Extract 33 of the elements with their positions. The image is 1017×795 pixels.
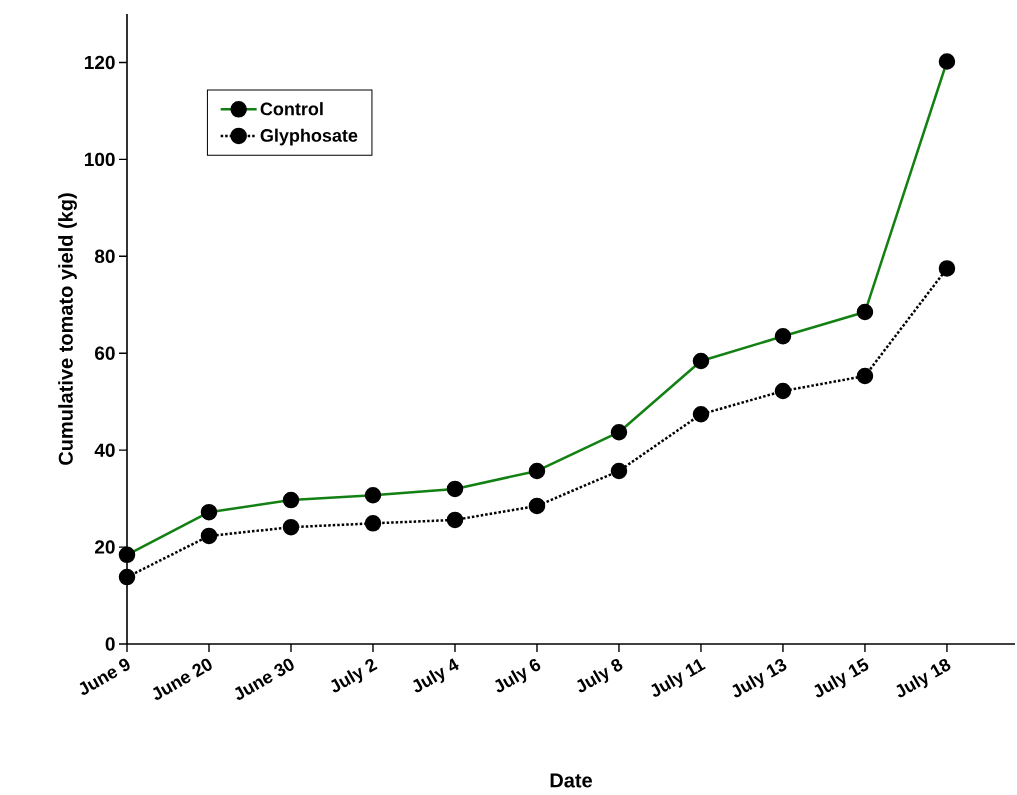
point bbox=[528, 497, 546, 515]
y-tick-label: 100 bbox=[84, 152, 115, 167]
point bbox=[118, 568, 136, 586]
point bbox=[364, 515, 382, 532]
point bbox=[282, 518, 300, 536]
x-tick-label: July 2 bbox=[331, 658, 378, 693]
point bbox=[774, 382, 792, 400]
point bbox=[692, 406, 710, 423]
y-tick-label: 60 bbox=[95, 346, 115, 360]
x-tick-label: July 13 bbox=[732, 659, 787, 698]
y-tick-label: 40 bbox=[94, 443, 115, 457]
x-tick-label: July 18 bbox=[896, 658, 951, 698]
point bbox=[446, 511, 464, 529]
x-tick-label: June 30 bbox=[234, 658, 294, 700]
point bbox=[938, 260, 956, 277]
y-tick-label: 20 bbox=[95, 540, 115, 554]
point bbox=[856, 367, 874, 385]
legend-label: Control bbox=[260, 102, 323, 116]
x-tick-label: July 8 bbox=[577, 658, 623, 693]
point bbox=[610, 462, 628, 480]
y-tick-label: 120 bbox=[84, 55, 115, 70]
y-tick-label: 80 bbox=[94, 249, 115, 264]
x-tick-label: June 20 bbox=[152, 658, 212, 700]
y-axis-title: Cumulative tomato yield (kg) bbox=[58, 193, 77, 465]
y-tick-label: 0 bbox=[105, 637, 115, 651]
x-tick-label: July 4 bbox=[413, 658, 459, 693]
x-tick-label: July 6 bbox=[495, 658, 541, 693]
x-tick-label: July 15 bbox=[814, 658, 869, 698]
point bbox=[200, 527, 218, 545]
legend-label: Glyphosate bbox=[260, 128, 358, 146]
x-tick-label: June 9 bbox=[79, 658, 130, 695]
x-axis-title: Date bbox=[550, 773, 592, 788]
x-tick-label: July 11 bbox=[651, 659, 706, 697]
